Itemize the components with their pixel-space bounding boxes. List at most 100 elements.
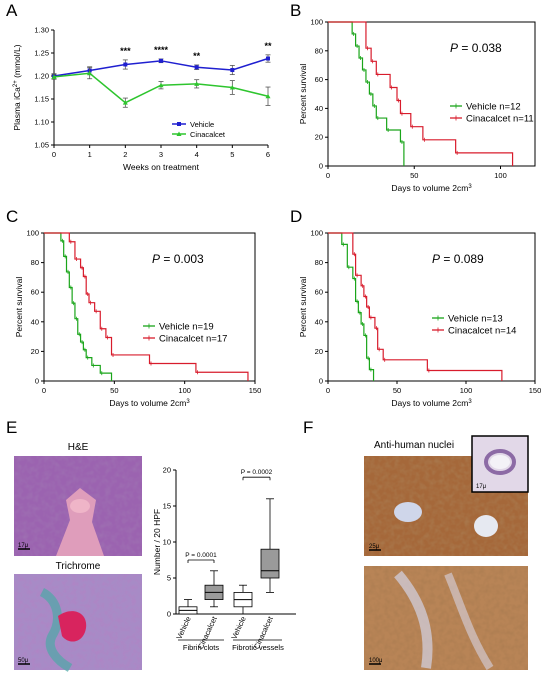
y-tick-label: 20: [315, 133, 323, 142]
x-tick-label: 0: [42, 386, 46, 395]
y-tick-label: 1.10: [34, 118, 49, 127]
data-point: [158, 82, 164, 88]
data-point: [194, 81, 200, 86]
he-micrograph: H&E 17μ: [14, 442, 142, 556]
panel-letter-c: C: [6, 207, 18, 226]
legend-label: Vehicle: [190, 120, 214, 129]
trichrome-title: Trichrome: [56, 561, 101, 572]
survival-curve: [328, 21, 514, 166]
legend-label: Vehicle n=13: [448, 314, 503, 325]
data-point: [123, 62, 128, 67]
x-tick-label: 50: [110, 386, 118, 395]
data-point: [159, 58, 163, 63]
panel-letter-f: F: [303, 418, 313, 437]
he-title: H&E: [68, 442, 89, 453]
y-tick-label: 20: [315, 347, 323, 356]
survival-curve: [328, 232, 503, 381]
y-axis-label: Percent survival: [298, 64, 308, 125]
legend-label: Vehicle n=12: [466, 102, 521, 113]
p-value-label: P = 0.003: [152, 252, 204, 266]
y-axis-label: Plasma iCa2+ (mmol/L): [12, 44, 22, 130]
x-tick-label: 150: [529, 386, 542, 395]
data-point: [122, 100, 128, 105]
x-axis-label: Days to volume 2cm3: [391, 183, 472, 193]
x-tick-label: 2: [123, 150, 127, 159]
y-tick-label: 0: [319, 377, 323, 386]
survival-curve: [44, 232, 113, 381]
panel-letter-a: A: [6, 1, 18, 20]
x-tick-label: 5: [230, 150, 234, 159]
box: [260, 548, 280, 579]
nuclei-title: Anti-human nuclei: [374, 440, 454, 451]
x-axis-label: Days to volume 2cm3: [109, 398, 190, 408]
p-value-label: P = 0.089: [432, 252, 484, 266]
legend-label: Vehicle n=19: [159, 322, 214, 333]
panel-letter-d: D: [290, 207, 302, 226]
data-point: [194, 65, 199, 70]
y-tick-label: 60: [315, 288, 323, 297]
y-tick-label: 20: [163, 466, 171, 475]
x-tick-label: 100: [494, 171, 507, 180]
y-tick-label: 0: [35, 377, 39, 386]
y-tick-label: 40: [31, 317, 39, 326]
x-tick-label: 0: [326, 386, 330, 395]
nuclei-micrograph-bottom: 100μ: [364, 566, 528, 671]
x-tick-label: 4: [195, 150, 199, 159]
x-tick-label: 0: [52, 150, 56, 159]
x-tick-label: 100: [178, 386, 191, 395]
group-label: Fibrotic vessels: [232, 643, 284, 652]
comparison-p-value: P = 0.0002: [241, 469, 273, 476]
x-tick-label: 100: [460, 386, 473, 395]
legend-label: Cinacalcet n=11: [466, 114, 534, 125]
significance-stars: **: [193, 51, 201, 61]
p-value-label: P = 0.038: [450, 41, 502, 55]
chart-b-survival: 0 20 40 60 80 100 0 50 100 Days to volume 2cm3 Per…: [298, 18, 536, 193]
he-scale-label: 17μ: [18, 543, 29, 549]
legend-marker: [176, 131, 182, 136]
y-tick-label: 40: [315, 104, 323, 113]
y-tick-label: 100: [26, 229, 39, 238]
inset-scale-label: 17μ: [476, 484, 487, 490]
x-tick-label: 50: [410, 171, 418, 180]
data-point: [265, 93, 271, 99]
y-tick-label: 80: [315, 46, 323, 55]
x-tick-label: 3: [159, 150, 163, 159]
comparison-p-value: P = 0.0001: [185, 552, 217, 559]
data-point: [87, 70, 93, 76]
category-label: Vehicle: [229, 615, 247, 641]
y-tick-label: 80: [31, 258, 39, 267]
category-label: Vehicle: [174, 615, 192, 641]
x-tick-label: 50: [393, 386, 401, 395]
y-axis-label: Percent survival: [14, 277, 24, 338]
y-tick-label: 0: [319, 162, 323, 171]
plot-frame: [327, 21, 536, 167]
y-axis-label: Percent survival: [298, 277, 308, 338]
nuclei-inset: 17μ: [471, 435, 529, 493]
legend-label: Cinacalcet n=17: [159, 334, 227, 345]
x-tick-label: 1: [88, 150, 92, 159]
y-tick-label: 20: [31, 347, 39, 356]
y-tick-label: 5: [167, 574, 171, 583]
y-tick-label: 1.15: [34, 95, 49, 104]
legend-label: Cinacalcet: [190, 130, 226, 139]
x-tick-label: 6: [266, 150, 270, 159]
y-tick-label: 40: [315, 317, 323, 326]
y-tick-label: 100: [310, 229, 323, 238]
y-axis-label: Number / 20 HPF: [152, 509, 162, 575]
data-point: [229, 85, 235, 90]
x-axis-label: Weeks on treatment: [123, 162, 200, 172]
trichrome-scale-label: 50μ: [18, 658, 29, 664]
plot-frame: [327, 232, 536, 382]
panel-letter-b: B: [290, 1, 301, 20]
significance-stars: ****: [154, 45, 169, 55]
y-tick-label: 80: [315, 258, 323, 267]
panel-letter-e: E: [6, 418, 17, 437]
y-tick-label: 10: [163, 538, 171, 547]
y-tick-label: 15: [163, 502, 171, 511]
data-point: [230, 68, 235, 73]
f-bottom-scale-label: 100μ: [369, 658, 383, 664]
chart-d-survival: 0 20 40 60 80 100 0 50 100 150 Days to volume 2cm3…: [298, 229, 541, 409]
group-label: Fibrin clots: [183, 643, 220, 652]
